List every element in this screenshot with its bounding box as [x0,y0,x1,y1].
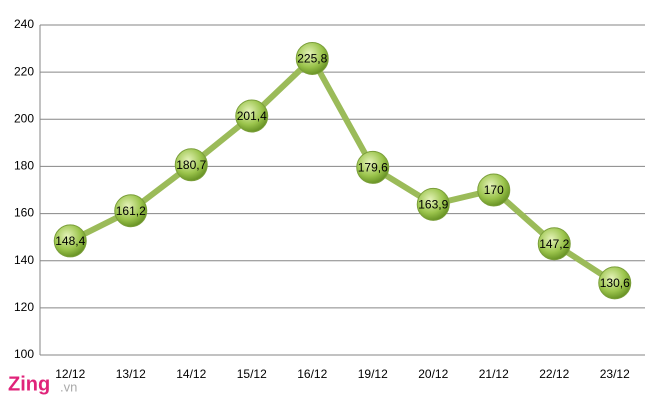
y-tick-label: 140 [14,253,34,267]
y-tick-label: 200 [14,111,34,125]
x-tick-label: 13/12 [116,367,146,381]
data-label: 147,2 [539,237,569,251]
y-tick-label: 120 [14,300,34,314]
marker [356,150,390,184]
y-tick-label: 160 [14,206,34,220]
y-tick-label: 240 [14,17,34,31]
x-tick-label: 19/12 [358,367,388,381]
data-label: 170 [484,183,504,197]
data-label: 225,8 [297,52,327,66]
data-label: 148,4 [55,234,85,248]
x-tick-label: 16/12 [297,367,327,381]
x-tick-label: 23/12 [600,367,630,381]
data-label: 161,2 [116,204,146,218]
watermark: Zing .vn [8,373,77,395]
marker [114,194,148,228]
y-tick-label: 220 [14,64,34,78]
marker [537,227,571,261]
marker [174,148,208,182]
data-label: 201,4 [237,109,267,123]
x-tick-label: 22/12 [539,367,569,381]
y-tick-label: 180 [14,159,34,173]
x-tick-label: 15/12 [237,367,267,381]
x-tick-label: 21/12 [479,367,509,381]
data-label: 179,6 [358,161,388,175]
series-line [68,55,617,286]
marker [53,224,87,258]
watermark-brand: Zing [8,373,50,395]
x-tick-label: 12/12 [55,367,85,381]
marker [477,173,511,207]
marker [598,266,632,300]
x-tick-label: 14/12 [176,367,206,381]
data-label: 130,6 [600,276,630,290]
marker [416,187,450,221]
marker [295,41,329,75]
marker [235,99,269,133]
data-label: 180,7 [176,158,206,172]
watermark-suffix: .vn [60,379,77,394]
data-label: 163,9 [418,198,448,212]
y-tick-label: 100 [14,347,34,361]
x-tick-label: 20/12 [418,367,448,381]
